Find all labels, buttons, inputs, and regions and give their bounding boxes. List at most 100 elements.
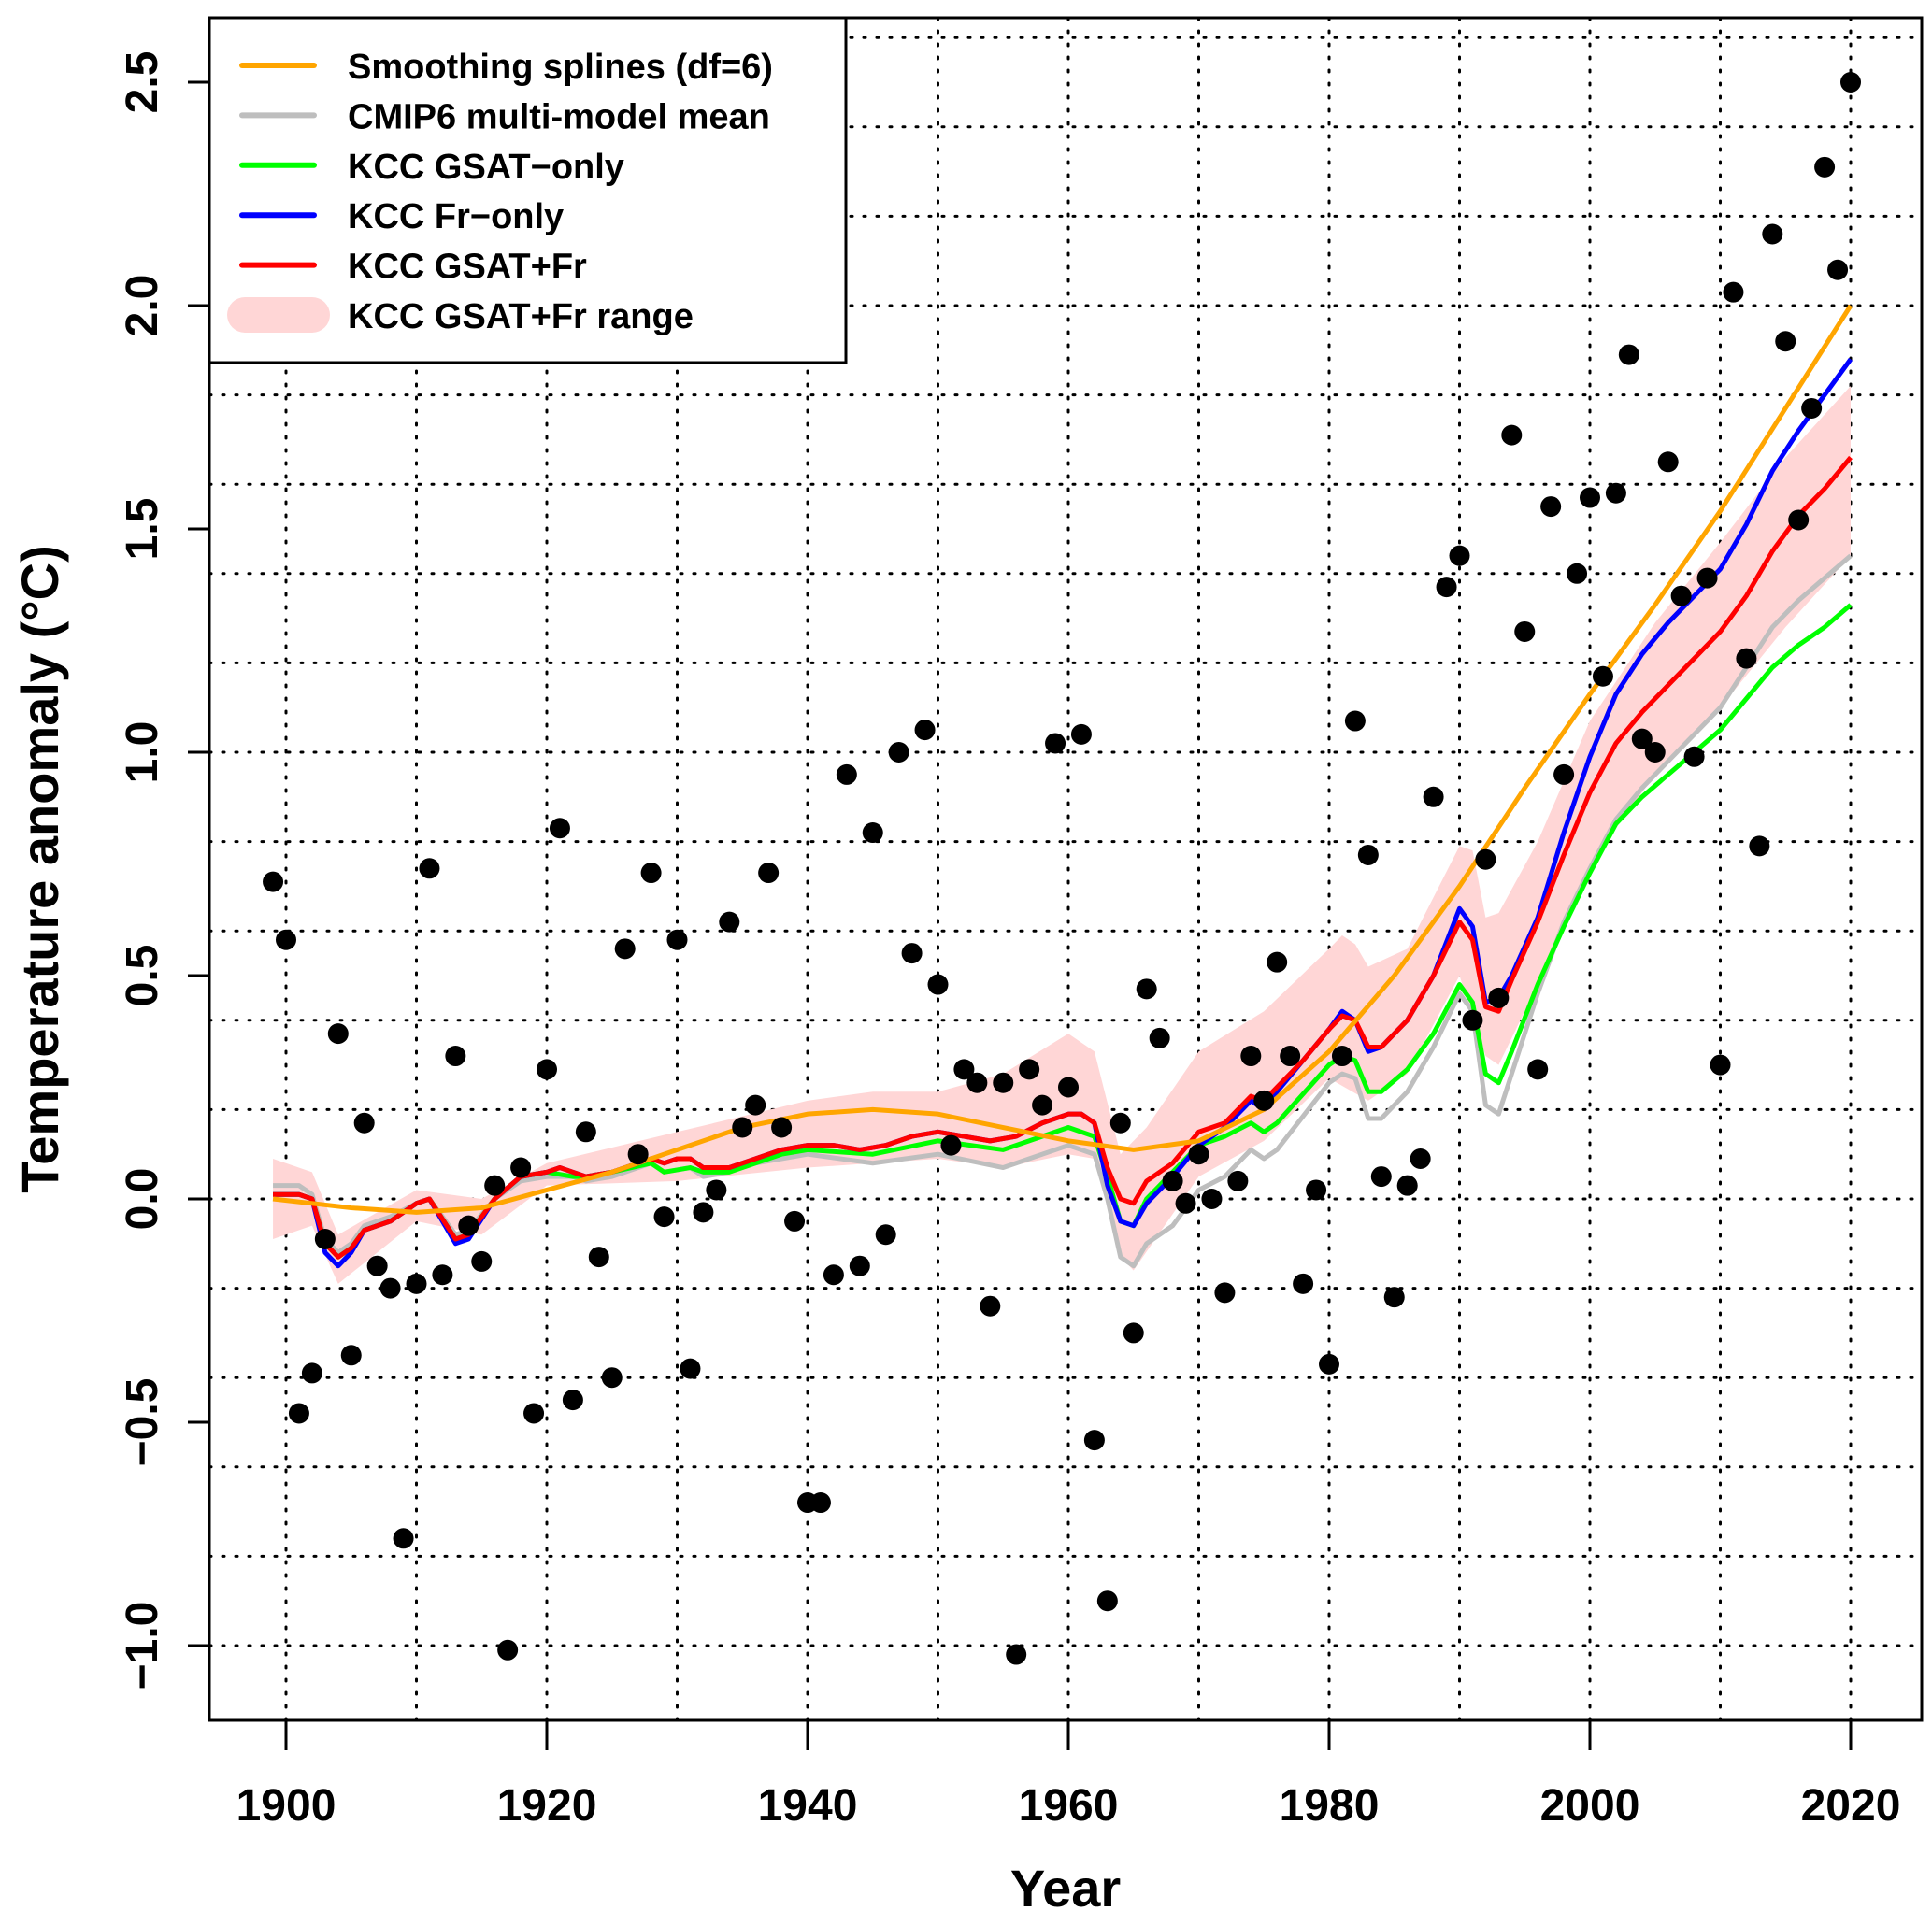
data-point	[771, 1117, 793, 1138]
data-point	[1475, 848, 1496, 870]
data-point	[1749, 835, 1770, 857]
data-point	[875, 1224, 896, 1246]
legend-label: KCC GSAT+Fr	[348, 248, 587, 287]
data-point	[1293, 1273, 1314, 1294]
data-point	[458, 1215, 479, 1236]
data-point	[849, 1255, 870, 1276]
y-tick-label: 2.0	[118, 275, 167, 337]
data-point	[1370, 1166, 1392, 1188]
data-point	[888, 742, 909, 763]
data-point	[823, 1264, 844, 1286]
y-tick-label: 1.5	[118, 498, 167, 561]
data-point	[1449, 545, 1470, 566]
data-point	[966, 1072, 988, 1093]
data-point	[327, 1023, 349, 1045]
data-point	[1240, 1046, 1262, 1067]
data-point	[1058, 1077, 1079, 1098]
legend-label: KCC GSAT+Fr range	[348, 297, 694, 336]
data-point	[1696, 567, 1718, 589]
x-tick-label: 1940	[758, 1781, 858, 1831]
data-point	[1253, 1090, 1275, 1111]
data-point	[1123, 1322, 1144, 1344]
data-point	[1070, 723, 1092, 745]
data-point	[1383, 1287, 1405, 1308]
data-point	[627, 1144, 649, 1165]
data-point	[1136, 978, 1157, 1000]
data-point	[862, 822, 883, 844]
data-point	[1618, 344, 1639, 365]
x-tick-label: 2020	[1801, 1781, 1901, 1831]
data-point	[1175, 1192, 1196, 1214]
data-point	[1775, 331, 1796, 352]
data-point	[471, 1250, 493, 1272]
data-point	[784, 1210, 806, 1232]
data-point	[901, 943, 923, 964]
data-point	[836, 763, 857, 785]
x-tick-label: 1920	[497, 1781, 597, 1831]
data-point	[445, 1046, 466, 1067]
data-point	[1227, 1170, 1249, 1191]
data-point	[1501, 424, 1523, 446]
legend-label: Smoothing splines (df=6)	[348, 48, 773, 87]
data-point	[288, 1403, 309, 1424]
data-point	[1840, 72, 1861, 93]
data-point	[1306, 1179, 1327, 1201]
data-point	[1788, 509, 1810, 531]
data-point	[1657, 451, 1679, 473]
data-point	[914, 720, 936, 741]
data-point	[953, 1059, 975, 1080]
data-point	[1006, 1644, 1027, 1665]
data-point	[549, 818, 570, 839]
plot-frame	[208, 16, 1924, 1722]
data-point	[1319, 1353, 1339, 1375]
data-point	[1605, 482, 1626, 504]
data-point	[1344, 710, 1366, 732]
legend-label: KCC Fr−only	[348, 197, 564, 236]
data-point	[1032, 1094, 1053, 1116]
data-point	[1644, 742, 1666, 763]
data-point	[1683, 746, 1705, 767]
y-tick-label: 1.0	[118, 721, 167, 784]
data-point	[1567, 563, 1588, 584]
range-band-area	[273, 386, 1851, 1284]
data-point	[1019, 1059, 1040, 1080]
data-point	[809, 1492, 831, 1514]
data-point	[1045, 733, 1066, 754]
data-point	[1670, 585, 1692, 606]
data-point	[301, 1362, 322, 1384]
data-point	[1710, 1054, 1731, 1076]
data-point	[993, 1072, 1014, 1093]
data-point	[1553, 763, 1575, 785]
data-point	[1540, 496, 1562, 518]
data-point	[314, 1229, 336, 1250]
data-point	[1462, 1009, 1483, 1031]
x-tick-label: 1900	[236, 1781, 336, 1831]
series-line-kcc-gsat-fr	[273, 455, 1853, 1260]
data-point	[366, 1255, 388, 1276]
data-point	[693, 1202, 714, 1223]
data-point	[601, 1367, 623, 1389]
data-point	[340, 1345, 362, 1366]
data-point	[1436, 577, 1457, 598]
data-point	[1188, 1144, 1209, 1165]
observation-points	[263, 72, 1861, 1665]
data-point	[980, 1295, 1001, 1317]
x-tick-label: 2000	[1540, 1781, 1640, 1831]
data-point	[419, 858, 440, 879]
legend-label: KCC GSAT−only	[348, 148, 624, 187]
data-point	[653, 1206, 675, 1228]
data-point	[1827, 259, 1849, 280]
data-point	[523, 1403, 545, 1424]
data-point	[276, 929, 296, 950]
data-point	[1109, 1112, 1131, 1134]
data-point	[484, 1175, 506, 1196]
data-point	[927, 974, 949, 995]
data-point	[706, 1179, 727, 1201]
data-point	[1723, 281, 1744, 303]
data-point	[640, 863, 662, 884]
data-point	[1762, 223, 1783, 245]
y-tick-label: 0.5	[118, 945, 167, 1007]
y-axis: −1.0 −0.5 0.0 0.5 1.0 1.5 2.0 2.5	[118, 51, 209, 1690]
data-point	[1149, 1027, 1170, 1048]
